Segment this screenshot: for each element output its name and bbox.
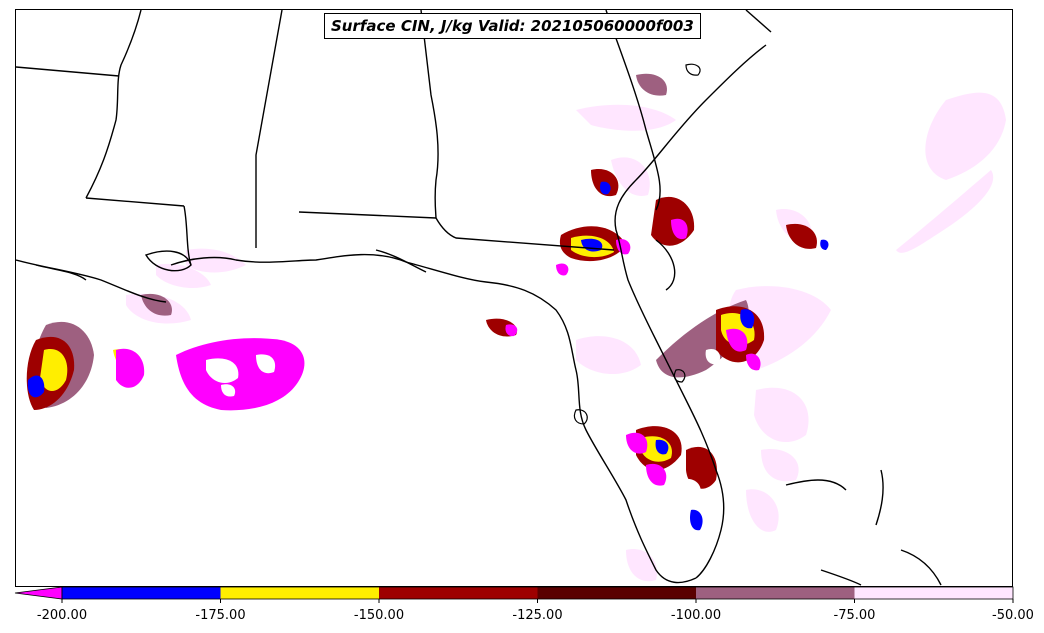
colorbar-bin	[854, 587, 1013, 599]
colorbar-bin	[62, 587, 221, 599]
colorbar-bin	[696, 587, 855, 599]
colorbar-bin	[220, 587, 379, 599]
cin-white-holes	[206, 348, 721, 506]
colorbar-tick-label: -200.00	[36, 608, 88, 623]
colorbar-tick-label: -100.00	[670, 608, 722, 623]
colorbar-tick-label: -150.00	[353, 608, 405, 623]
colorbar-tick-label: -125.00	[512, 608, 563, 623]
colorbar	[14, 586, 1014, 603]
colorbar-bin	[379, 587, 538, 599]
cin-fill-magenta	[116, 218, 761, 486]
cin-fill-pale	[126, 92, 1006, 582]
colorbar-tick-label: -75.00	[833, 608, 876, 623]
map-title: Surface CIN, J/kg Valid: 202105060000f00…	[324, 13, 701, 39]
map-canvas	[16, 10, 1006, 586]
map-area	[15, 9, 1013, 587]
colorbar-bin	[537, 587, 696, 599]
state-borders-and-coastlines	[16, 10, 942, 586]
colorbar-extend-triangle	[14, 586, 63, 600]
cin-fill-blue	[27, 181, 829, 531]
colorbar-tick-label: -175.00	[195, 608, 246, 623]
colorbar-tick-label: -50.00	[992, 608, 1034, 623]
island-outlines	[573, 63, 701, 425]
